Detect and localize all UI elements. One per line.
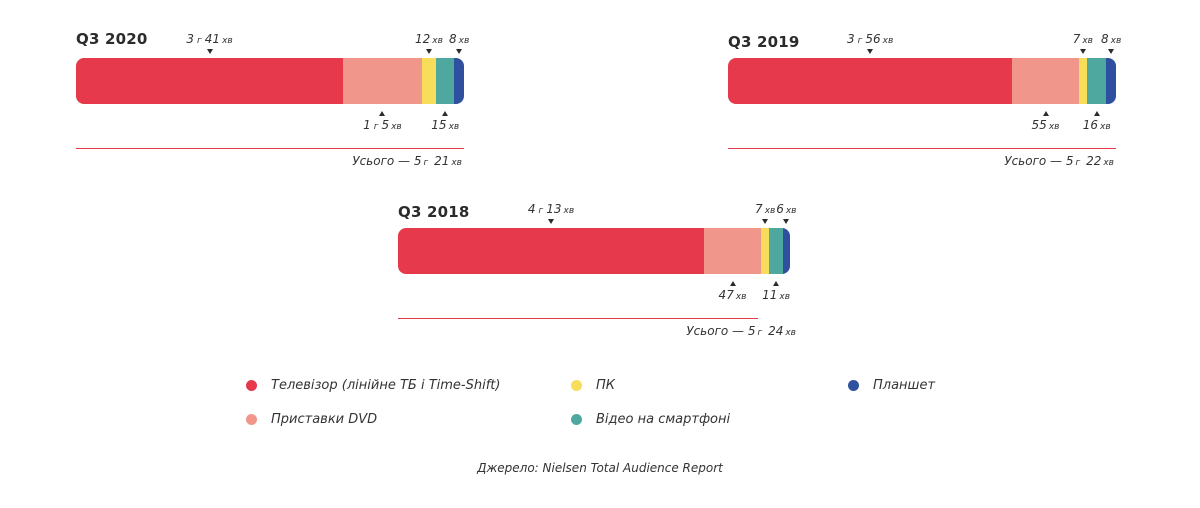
total-hours: 5 xyxy=(747,324,756,338)
legend-item-tablet: Планшет xyxy=(848,378,935,393)
legend-dot-icon xyxy=(571,414,582,425)
bar-segment-dvd xyxy=(704,228,761,274)
pointer-down-icon xyxy=(867,49,874,54)
legend-label: ПК xyxy=(596,378,616,393)
pointer-down-icon xyxy=(762,219,769,224)
value-label-tablet: 6 хв xyxy=(776,202,797,216)
pointer-up-icon xyxy=(442,111,449,116)
chart-title: Q3 2018 xyxy=(398,203,470,221)
value-label-pc: 7 хв xyxy=(755,202,776,216)
total-minutes: 24 xyxy=(768,324,784,338)
total-minutes: 22 xyxy=(1086,154,1102,168)
bar-segment-smartphone xyxy=(436,58,455,104)
legend-item-pc: ПК xyxy=(571,378,615,393)
legend-item-tv: Телевізор (лінійне ТБ і Time-Shift) xyxy=(246,378,500,393)
total-prefix: Усього — xyxy=(1004,154,1063,168)
chart-title: Q3 2019 xyxy=(728,33,800,51)
bar-segment-smartphone xyxy=(1087,58,1107,104)
bar-segment-pc xyxy=(1078,58,1088,104)
legend-dot-icon xyxy=(848,380,859,391)
bar-segment-smartphone xyxy=(769,228,783,274)
pointer-up-icon xyxy=(773,281,780,286)
value-label-dvd: 47 хв xyxy=(718,288,747,302)
stacked-bar xyxy=(398,228,790,274)
bar-segment-tv xyxy=(398,228,705,274)
legend-label: Відео на смартфоні xyxy=(596,412,731,427)
total-rule xyxy=(728,148,1116,149)
bar-segment-tv xyxy=(728,58,1013,104)
pointer-up-icon xyxy=(1093,111,1100,116)
value-label-smartphone: 11 хв xyxy=(762,288,791,302)
value-label-pc: 7 хв xyxy=(1072,32,1093,46)
bar-segment-tablet xyxy=(454,58,464,104)
bar-segment-pc xyxy=(760,228,770,274)
value-label-dvd: 1 г 5 хв xyxy=(363,118,402,132)
bar-segment-pc xyxy=(421,58,437,104)
bar-segment-dvd xyxy=(343,58,422,104)
bar-segment-tablet xyxy=(782,228,790,274)
pointer-up-icon xyxy=(729,281,736,286)
value-label-smartphone: 16 хв xyxy=(1082,118,1111,132)
pointer-up-icon xyxy=(379,111,386,116)
pointer-down-icon xyxy=(1079,49,1086,54)
bar-segment-tablet xyxy=(1106,58,1116,104)
total-hours-unit: г xyxy=(1075,158,1081,168)
value-label-tv: 3 г 56 хв xyxy=(847,32,894,46)
total-hours-unit: г xyxy=(757,328,763,338)
pointer-down-icon xyxy=(1108,49,1115,54)
total-rule xyxy=(398,318,758,319)
total-hours: 5 xyxy=(1065,154,1074,168)
pointer-down-icon xyxy=(783,219,790,224)
legend-dot-icon xyxy=(246,414,257,425)
total-hours: 5 xyxy=(413,154,422,168)
total-hours-unit: г xyxy=(423,158,429,168)
legend-item-smartphone: Відео на смартфоні xyxy=(571,412,730,427)
legend-label: Телевізор (лінійне ТБ і Time-Shift) xyxy=(271,378,501,393)
pointer-down-icon xyxy=(548,219,555,224)
pointer-down-icon xyxy=(425,49,432,54)
value-label-tablet: 8 хв xyxy=(449,32,470,46)
chart-title: Q3 2020 xyxy=(76,30,148,48)
total-rule xyxy=(76,148,464,149)
total-minutes-unit: хв xyxy=(785,328,796,338)
pointer-up-icon xyxy=(1042,111,1049,116)
legend-item-dvd: Приставки DVD xyxy=(246,412,377,427)
total-prefix: Усього — xyxy=(686,324,745,338)
value-label-dvd: 55 хв xyxy=(1031,118,1060,132)
source-note: Джерело: Nielsen Total Audience Report xyxy=(477,461,723,475)
bar-segment-tv xyxy=(76,58,344,104)
pointer-down-icon xyxy=(206,49,213,54)
total-minutes: 21 xyxy=(434,154,450,168)
bar-segment-dvd xyxy=(1012,58,1079,104)
legend-dot-icon xyxy=(571,380,582,391)
value-label-pc: 12 хв xyxy=(414,32,443,46)
legend-label: Приставки DVD xyxy=(271,412,378,427)
stacked-bar xyxy=(76,58,464,104)
legend-label: Планшет xyxy=(873,378,936,393)
total-prefix: Усього — xyxy=(352,154,411,168)
legend-dot-icon xyxy=(246,380,257,391)
value-label-tablet: 8 хв xyxy=(1101,32,1122,46)
value-label-tv: 3 г 41 хв xyxy=(186,32,233,46)
pointer-down-icon xyxy=(456,49,463,54)
total-minutes-unit: хв xyxy=(451,158,462,168)
value-label-tv: 4 г 13 хв xyxy=(527,202,575,216)
stacked-bar xyxy=(728,58,1116,104)
total-minutes-unit: хв xyxy=(1103,158,1114,168)
value-label-smartphone: 15 хв xyxy=(431,118,460,132)
